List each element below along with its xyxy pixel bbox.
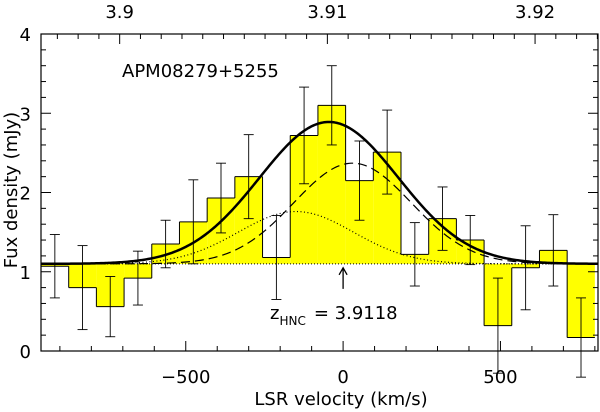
error-bar-5 [188,179,199,265]
y-tick-label-4: 4 [20,25,31,46]
error-bar-7 [243,134,254,220]
error-bar-16 [492,277,503,374]
x-tick-label-1: 0 [337,367,348,388]
top-tick-label-1: 3.91 [307,2,347,23]
errorbar-layer [49,65,587,378]
error-bar-4 [160,219,171,269]
error-bar-0 [49,234,60,299]
error-bar-19 [576,297,587,378]
error-bar-14 [437,186,448,251]
y-tick-label-2: 2 [20,184,31,205]
error-bar-2 [105,276,116,338]
top-tick-label-0: 3.9 [105,2,134,23]
x-tick-label-2: 500 [483,367,517,388]
x-axis-title: LSR velocity (km/s) [254,389,427,410]
x-tick-label-0: −500 [161,367,210,388]
error-bar-15 [465,215,476,266]
redshift-symbol: z [270,303,279,324]
redshift-subscript: HNC [279,314,305,328]
fit-curve-solid-0 [41,120,599,266]
error-bar-17 [520,225,531,311]
error-bar-12 [382,109,393,195]
redshift-label: zHNC = 3.9118 [270,303,398,328]
fit-curves-layer [41,120,599,266]
redshift-arrow [338,266,348,289]
redshift-annotation: zHNC = 3.9118 [270,266,398,328]
top-tick-label-2: 3.92 [515,2,555,23]
y-axis-title: Fux density (mJy) [1,112,22,268]
error-bar-10 [326,65,337,146]
error-bar-13 [409,222,420,287]
error-bar-11 [354,140,365,221]
y-tick-label-0: 0 [20,342,31,363]
fit-curve-dashed-1 [41,162,598,265]
error-bar-9 [299,86,310,185]
object-label: APM08279+5255 [122,61,279,82]
redshift-value: = 3.9118 [314,303,398,324]
axis-ticks: −500 0 500 3.9 3.91 3.92 0 1 2 3 4 [20,2,598,388]
y-tick-label-1: 1 [20,263,31,284]
error-bar-1 [77,245,88,331]
error-bar-18 [548,214,559,287]
y-tick-label-3: 3 [20,104,31,125]
